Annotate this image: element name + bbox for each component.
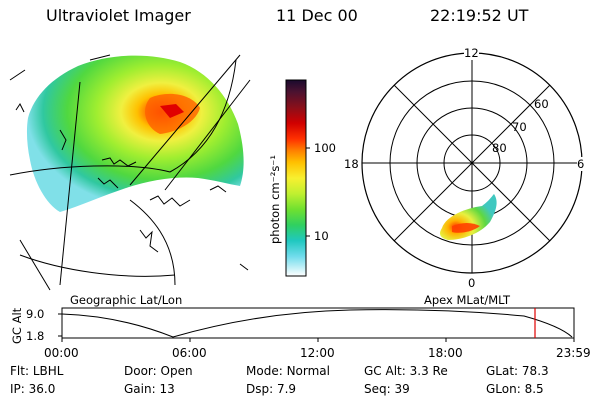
status-value: Open (160, 364, 193, 378)
timeline-ytick-9: 9.0 (26, 307, 45, 321)
status-glat: GLat: 78.3 (486, 364, 549, 378)
polar-plot (361, 52, 583, 274)
mlt-label-12: 12 (464, 46, 479, 60)
status-value: 39 (394, 382, 410, 396)
timeline-xlabel-2359: 23:59 (556, 346, 591, 360)
mlat-label-60: 60 (534, 97, 549, 111)
status-value: 78.3 (521, 364, 549, 378)
geo-panel-caption: Geographic Lat/Lon (70, 293, 183, 307)
timeline-axis-label: GC Alt (10, 307, 24, 344)
mlat-label-70: 70 (512, 120, 527, 134)
status-key: Seq: (364, 382, 391, 396)
colorbar-label-10: 10 (314, 229, 329, 243)
status-value: 36.0 (28, 382, 56, 396)
aurora-core-geo (160, 104, 184, 118)
status-seq: Seq: 39 (364, 382, 410, 396)
geographic-image (9, 54, 251, 291)
coastline (15, 103, 249, 271)
status-key: Dsp: (246, 382, 274, 396)
status-key: Mode: (246, 364, 283, 378)
status-key: Flt: (10, 364, 29, 378)
date-label: 11 Dec 00 (276, 6, 358, 25)
status-glon: GLon: 8.5 (486, 382, 544, 396)
status-key: GLon: (486, 382, 521, 396)
colorbar-label-100: 100 (314, 141, 336, 155)
status-key: GLat: (486, 364, 519, 378)
status-dsp: Dsp: 7.9 (246, 382, 296, 396)
status-key: IP: (10, 382, 25, 396)
geo-lon-line (129, 199, 176, 286)
geo-lon-line (169, 59, 237, 173)
geo-lon-line (129, 54, 241, 186)
status-value: 7.9 (276, 382, 297, 396)
timeline-xlabel-0000: 00:00 (44, 346, 79, 360)
timeline-xlabel-1800: 18:00 (428, 346, 463, 360)
timeline-xlabel-1200: 12:00 (300, 346, 335, 360)
status-value: 13 (159, 382, 175, 396)
polar-panel-caption: Apex MLat/MLT (424, 293, 511, 307)
auroral-oval-core (452, 223, 480, 233)
status-gc-alt: GC Alt: 3.3 Re (364, 364, 448, 378)
geo-lat-line (19, 254, 176, 277)
status-key: Door: (124, 364, 157, 378)
geo-grid-fragment (9, 54, 111, 291)
mlt-label-6: 6 (577, 157, 585, 171)
status-value: LBHL (32, 364, 64, 378)
status-mode: Mode: Normal (246, 364, 330, 378)
status-value: 8.5 (524, 382, 544, 396)
status-value: 3.3 Re (409, 364, 448, 378)
mlt-label-0: 0 (468, 276, 476, 290)
status-value: Normal (286, 364, 330, 378)
gc-altitude-curve (61, 309, 573, 338)
timeline-xlabel-0600: 06:00 (172, 346, 207, 360)
geo-lon-line (164, 79, 251, 191)
colorbar-unit-label: photon cm⁻²s⁻¹ (268, 155, 282, 244)
instrument-title: Ultraviolet Imager (46, 6, 191, 25)
time-label: 22:19:52 UT (430, 6, 529, 25)
status-key: Gain: (124, 382, 156, 396)
mlat-label-80: 80 (492, 141, 507, 155)
auroral-oval (440, 194, 497, 240)
status-ip: IP: 36.0 (10, 382, 55, 396)
intensity-colorbar (285, 79, 307, 277)
status-door: Door: Open (124, 364, 193, 378)
orbit-timeline (58, 307, 575, 342)
aurora-image-geo (26, 55, 244, 213)
timeline-frame (61, 307, 575, 339)
geo-lon-line (59, 81, 81, 286)
mlt-label-18: 18 (344, 157, 359, 171)
status-key: GC Alt: (364, 364, 406, 378)
status-gain: Gain: 13 (124, 382, 175, 396)
timeline-ytick-1.8: 1.8 (26, 329, 45, 343)
polar-meridian (393, 84, 551, 242)
status-filter: Flt: LBHL (10, 364, 63, 378)
geo-lat-line (9, 165, 171, 176)
